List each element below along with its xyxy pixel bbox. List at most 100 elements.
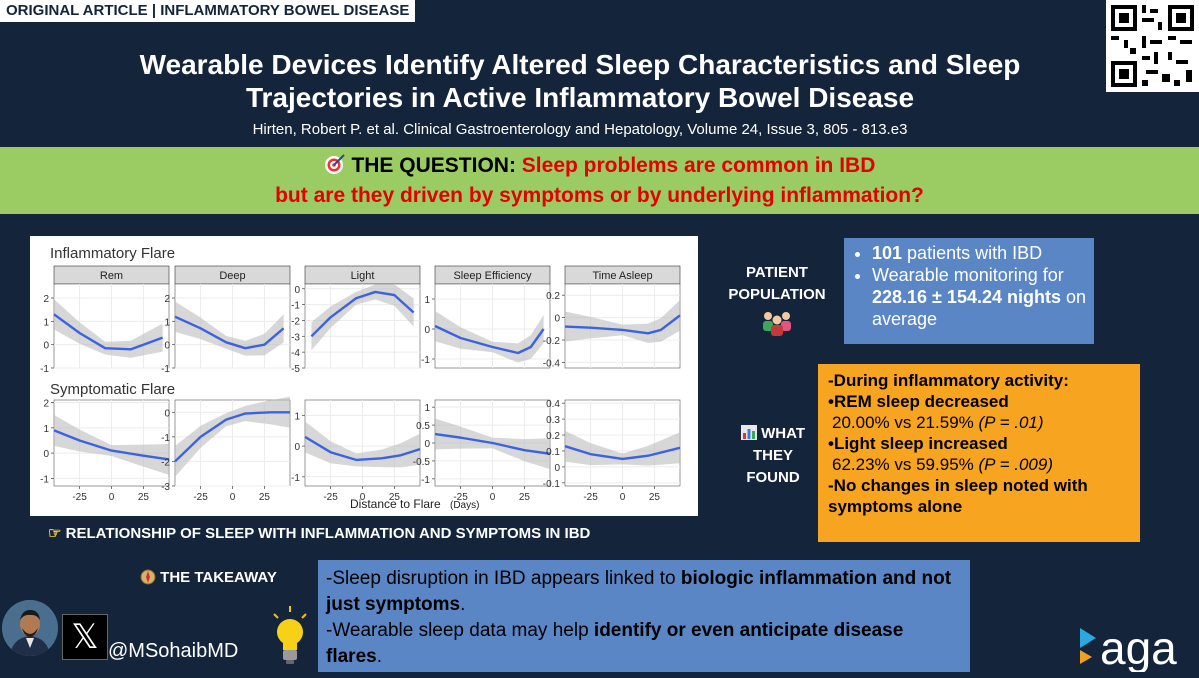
y-tick-label: -2	[291, 316, 300, 327]
facet-label: Rem	[100, 270, 123, 282]
trend-line	[53, 313, 164, 351]
y-tick-label: 0	[424, 439, 430, 450]
y-tick-label: 1	[164, 317, 170, 328]
y-tick-label: -1	[40, 364, 49, 375]
x-tick-label: -25	[323, 492, 338, 503]
sleep-flare-chart: Inflammatory Flare Rem -1 0 1 2 Deep -1 0 1 2 Light…	[30, 236, 698, 516]
y-tick-label: 0.3	[546, 415, 560, 426]
finding-line-6: -No changes in sleep noted with symptoms…	[828, 476, 1088, 516]
y-tick-label: -5	[291, 364, 300, 375]
y-tick-label: -3	[161, 482, 170, 493]
question-line-1: Sleep problems are common in IBD	[521, 154, 876, 177]
y-tick-label: -1	[291, 473, 300, 484]
x-logo-icon[interactable]: 𝕏	[62, 614, 108, 660]
y-tick-label: 0.2	[546, 431, 560, 442]
confidence-band	[54, 299, 163, 358]
trend-line	[434, 432, 551, 455]
confidence-band	[311, 284, 414, 351]
x-axis-label: Distance to Flare	[350, 497, 441, 511]
finding-line-1: -During inflammatory activity:	[828, 371, 1069, 390]
takeaway-point-2: -Wearable sleep data may help identify o…	[326, 620, 904, 667]
title-line-1: Wearable Devices Identify Altered Sleep …	[139, 49, 1021, 80]
article-type-tag: ORIGINAL ARTICLE | INFLAMMATORY BOWEL DI…	[0, 0, 416, 22]
y-tick-label: 1	[43, 424, 49, 435]
confidence-band	[175, 301, 284, 356]
figure-caption-text: RELATIONSHIP OF SLEEP WITH INFLAMMATION …	[65, 525, 591, 542]
facet-label: Time Asleep	[592, 270, 652, 282]
x-tick-label: 0	[109, 492, 115, 503]
y-tick-label: 0.2	[546, 291, 560, 302]
y-tick-label: 2	[43, 399, 49, 410]
trend-line	[310, 290, 415, 338]
x-tick-label: -25	[583, 492, 598, 503]
x-tick-label: 25	[519, 492, 531, 503]
y-tick-label: 0	[43, 341, 49, 352]
page-title: Wearable Devices Identify Altered Sleep …	[60, 48, 1100, 114]
y-tick-label: 2	[164, 294, 170, 305]
citation: Hirten, Robert P. et al. Clinical Gastro…	[252, 121, 908, 138]
question-label: THE QUESTION:	[351, 154, 516, 177]
y-tick-label: -1	[161, 433, 170, 444]
facet-label: Deep	[219, 270, 245, 282]
y-tick-label: -0.4	[543, 358, 561, 369]
y-tick-label: 0	[43, 449, 49, 460]
trend-line	[174, 315, 285, 350]
x-tick-label: -25	[72, 492, 87, 503]
y-tick-label: -1	[291, 301, 300, 312]
y-tick-label: -2	[161, 457, 170, 468]
x-tick-label: 25	[389, 492, 401, 503]
y-tick-label: 1	[424, 403, 430, 414]
y-tick-label: -1	[421, 475, 430, 486]
lightbulb-icon	[270, 604, 310, 668]
patient-population-box: 101 patients with IBD Wearable monitorin…	[844, 238, 1094, 344]
x-tick-label: 0	[620, 492, 626, 503]
y-tick-label: -1	[161, 364, 170, 375]
bar-chart-icon	[740, 425, 757, 442]
takeaway-label: THE TAKEAWAY	[140, 569, 277, 586]
x-tick-label: 25	[259, 492, 271, 503]
finding-line-5: 62.23% vs 59.95% (P = .009)	[832, 455, 1053, 474]
aga-logo-text: aga	[1100, 622, 1177, 672]
x-tick-label: -25	[453, 492, 468, 503]
population-bullet-1: 101 patients with IBD	[872, 242, 1086, 264]
x-tick-label: 25	[649, 492, 661, 503]
finding-line-3: 20.00% vs 21.59% (P = .01)	[832, 413, 1044, 432]
x-tick-label: 0	[230, 492, 236, 503]
question-banner: THE QUESTION: Sleep problems are common …	[0, 147, 1199, 214]
pointing-hand-icon: ☞	[48, 525, 62, 542]
y-tick-label: -0.5	[413, 457, 431, 468]
trend-line	[564, 314, 681, 335]
finding-line-4: •Light sleep increased	[828, 434, 1008, 453]
x-tick-label: 0	[490, 492, 496, 503]
qr-code	[1106, 0, 1199, 92]
x-tick-label: -25	[193, 492, 208, 503]
title-line-2: Trajectories in Active Inflammatory Bowe…	[245, 82, 915, 113]
y-tick-label: 0	[294, 442, 300, 453]
trend-line	[564, 445, 681, 461]
y-tick-label: 2	[43, 294, 49, 305]
aga-logo: aga	[1080, 620, 1195, 677]
target-icon	[324, 154, 352, 177]
confidence-band	[54, 414, 169, 475]
facet-label: Light	[351, 270, 375, 282]
y-tick-label: 1	[294, 411, 300, 422]
y-tick-label: 0	[554, 463, 560, 474]
social-handle[interactable]: @MSohaibMD	[108, 640, 239, 662]
y-tick-label: -4	[291, 348, 300, 359]
y-tick-label: 1	[43, 317, 49, 328]
compass-icon	[140, 569, 156, 586]
y-tick-label: 0.4	[546, 399, 560, 410]
y-tick-label: 0	[164, 408, 170, 419]
trend-line	[304, 435, 421, 462]
patient-population-label: PATIENT POPULATION	[720, 262, 834, 343]
finding-line-2: •REM sleep decreased	[828, 392, 1009, 411]
trend-line	[434, 324, 545, 355]
trend-line	[53, 429, 170, 461]
trend-line	[174, 411, 290, 463]
what-they-found-label: WHAT THEY FOUND	[718, 423, 828, 489]
x-tick-label: 25	[138, 492, 150, 503]
people-group-icon	[720, 308, 834, 343]
takeaway-point-1: -Sleep disruption in IBD appears linked …	[326, 568, 952, 615]
y-tick-label: -1	[40, 474, 49, 485]
y-tick-label: 1	[424, 295, 430, 306]
